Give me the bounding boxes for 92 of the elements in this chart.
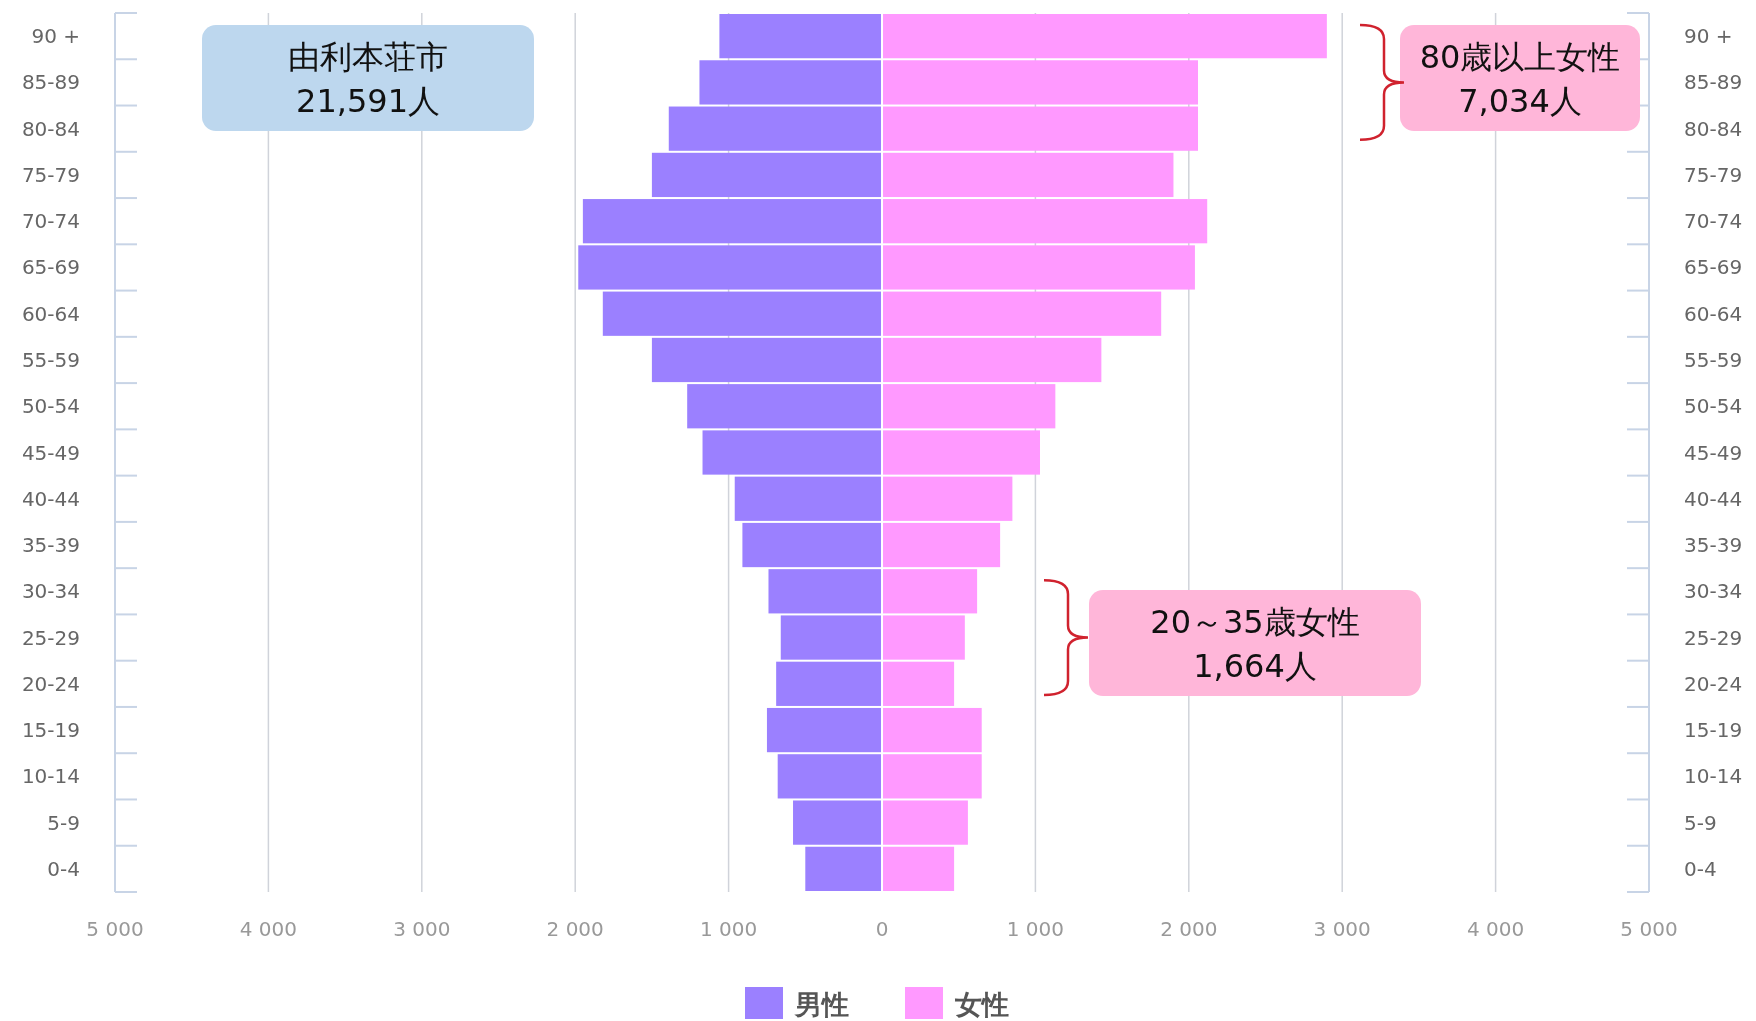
bar (777, 754, 882, 799)
legend-label: 男性 (794, 989, 849, 1020)
y-tick-label: 30-34 (21, 579, 80, 604)
bar (882, 615, 965, 660)
bar (582, 199, 882, 244)
bar (882, 522, 1001, 568)
x-tick-label: 5 000 (1620, 917, 1678, 941)
y-tick-label: 75-79 (21, 162, 80, 187)
bar (882, 245, 1195, 290)
bar (734, 476, 882, 521)
category-label: 55-59 (1684, 347, 1743, 372)
category-label: 90 + (1684, 24, 1733, 49)
y-tick-label: 80-84 (21, 116, 80, 141)
bar (882, 707, 982, 753)
category-label: 45-49 (1684, 440, 1743, 465)
bar (651, 152, 882, 198)
bar (602, 291, 882, 336)
bar (882, 337, 1102, 383)
x-tick-label: 3 000 (393, 917, 451, 941)
category-label: 50-54 (1684, 394, 1743, 419)
bar (651, 337, 882, 383)
bar (882, 661, 955, 706)
x-tick-label: 1 000 (1006, 917, 1065, 941)
category-label: 80-84 (1684, 116, 1743, 141)
category-label: 65-69 (1684, 255, 1743, 280)
y-tick-label: 50-54 (21, 394, 80, 419)
y-tick-label: 45-49 (21, 440, 80, 465)
bar (882, 754, 982, 799)
category-label: 35-39 (1684, 533, 1743, 558)
bar (766, 707, 882, 753)
bar (882, 800, 968, 845)
bar (768, 569, 882, 614)
legend-label: 女性 (954, 989, 1009, 1020)
bar (882, 106, 1198, 151)
bar (776, 661, 882, 706)
category-label: 30-34 (1684, 579, 1743, 604)
y-tick-label: 55-59 (21, 347, 80, 372)
category-label: 20-24 (1684, 671, 1743, 696)
category-label: 15-19 (1684, 718, 1743, 743)
y-tick-label: 65-69 (21, 255, 80, 280)
bar (882, 199, 1208, 244)
bar (742, 522, 882, 568)
y-tick-label: 35-39 (21, 533, 80, 558)
y-tick-label: 0-4 (47, 856, 80, 881)
category-label: 40-44 (1684, 486, 1743, 511)
x-tick-label: 2 000 (1160, 917, 1218, 941)
y-tick-label: 25-29 (21, 625, 80, 650)
bar (687, 384, 882, 429)
y-tick-label: 70-74 (21, 209, 80, 234)
bar (699, 60, 882, 105)
annotation: 由利本荘市 21,591人 (288, 38, 448, 120)
y-tick-label: 40-44 (21, 486, 80, 511)
category-label: 10-14 (1684, 764, 1743, 789)
bar (882, 384, 1056, 429)
category-label: 0-4 (1684, 856, 1717, 881)
bar (793, 800, 882, 845)
bar (668, 106, 882, 151)
bar (882, 430, 1040, 475)
bar (882, 60, 1198, 105)
y-tick-label: 60-64 (21, 301, 80, 326)
y-tick-label: 5-9 (47, 810, 80, 835)
bar (882, 14, 1327, 59)
bar (882, 476, 1013, 521)
bar (882, 291, 1162, 336)
bar (702, 430, 882, 475)
bar (578, 245, 882, 290)
bar (780, 615, 882, 660)
y-tick-label: 10-14 (21, 764, 80, 789)
category-label: 85-89 (1684, 70, 1743, 95)
x-tick-label: 5 000 (86, 917, 144, 941)
category-label: 5-9 (1684, 810, 1717, 835)
category-label: 25-29 (1684, 625, 1743, 650)
x-tick-label: 4 000 (239, 917, 298, 941)
category-label: 75-79 (1684, 162, 1743, 187)
category-label: 60-64 (1684, 301, 1743, 326)
annotation: 20～35歳女性 1,664人 (1150, 603, 1360, 685)
bar (882, 846, 955, 891)
annotation: 80歳以上女性 7,034人 (1419, 38, 1621, 120)
bar (805, 846, 882, 891)
x-tick-label: 0 (875, 917, 889, 941)
y-tick-label: 20-24 (21, 671, 80, 696)
x-tick-label: 4 000 (1466, 917, 1525, 941)
category-label: 70-74 (1684, 209, 1743, 234)
y-tick-label: 90 + (31, 24, 80, 49)
x-tick-label: 2 000 (546, 917, 604, 941)
y-tick-label: 85-89 (21, 70, 80, 95)
x-tick-label: 1 000 (699, 917, 758, 941)
bar (719, 14, 882, 59)
x-tick-label: 3 000 (1313, 917, 1371, 941)
y-tick-label: 15-19 (21, 718, 80, 743)
bar (882, 569, 978, 614)
bar (882, 152, 1174, 198)
